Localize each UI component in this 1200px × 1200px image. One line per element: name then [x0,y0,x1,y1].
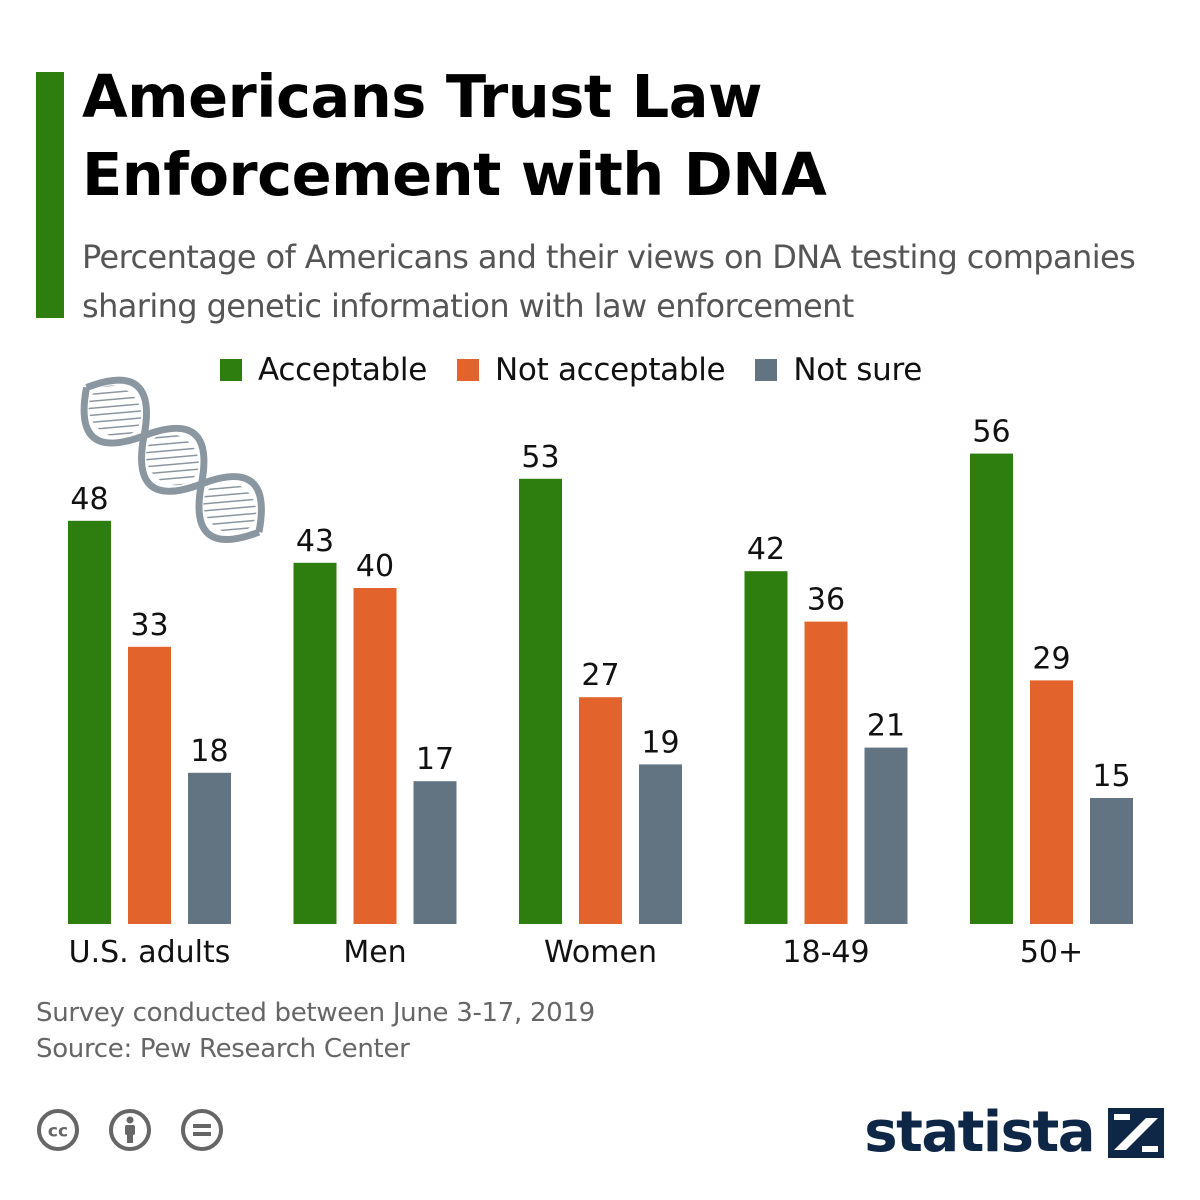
bar-not-sure-18-49 [865,748,908,924]
bar-acceptable-18-49 [745,571,788,924]
bar-not-acceptable-18-49 [805,622,848,924]
chart-footer: Survey conducted between June 3-17, 2019… [36,995,595,1067]
survey-note: Survey conducted between June 3-17, 2019 [36,995,595,1031]
bar-not-acceptable-men [354,588,397,924]
bar-acceptable-women [519,479,562,924]
data-label-not-sure-18-49: 21 [867,709,905,744]
bar-not-acceptable-u-s-adults [128,647,171,924]
svg-text:cc: cc [48,1122,68,1142]
attribution-icon [108,1108,152,1152]
statista-mark-icon [1108,1108,1164,1158]
data-label-not-acceptable-men: 40 [356,549,394,584]
data-label-acceptable-18-49: 42 [747,532,785,567]
source-note: Source: Pew Research Center [36,1031,595,1067]
creative-commons-icon: cc [36,1108,80,1152]
category-label-men: Men [343,935,406,970]
data-label-not-sure-women: 19 [641,725,679,760]
brand-name: statista [864,1098,1094,1168]
bar-not-sure-u-s-adults [188,773,231,924]
data-label-not-acceptable-18-49: 36 [807,583,845,618]
data-label-not-sure-50: 15 [1092,759,1130,794]
bar-not-sure-women [639,764,682,924]
data-label-not-sure-u-s-adults: 18 [190,734,228,769]
data-label-not-acceptable-women: 27 [581,658,619,693]
category-label-50: 50+ [1020,935,1083,970]
license-icons: cc [36,1108,252,1152]
data-label-not-acceptable-u-s-adults: 33 [130,608,168,643]
category-label-women: Women [544,935,657,970]
statista-logo: statista [864,1098,1164,1168]
category-label-u-s-adults: U.S. adults [69,935,231,970]
data-label-acceptable-50: 56 [972,415,1010,450]
bar-not-sure-men [414,781,457,924]
dna-helix-icon [52,345,282,565]
bar-not-sure-50 [1090,798,1133,924]
category-label-18-49: 18-49 [782,935,869,970]
bar-acceptable-men [294,563,337,924]
bar-not-acceptable-50 [1030,680,1073,924]
data-label-acceptable-women: 53 [521,440,559,475]
data-label-not-sure-men: 17 [416,742,454,777]
bar-acceptable-u-s-adults [68,521,111,924]
data-label-not-acceptable-50: 29 [1032,641,1070,676]
bar-not-acceptable-women [579,697,622,924]
data-label-acceptable-men: 43 [296,524,334,559]
no-derivatives-icon [180,1108,224,1152]
bar-acceptable-50 [970,454,1013,924]
